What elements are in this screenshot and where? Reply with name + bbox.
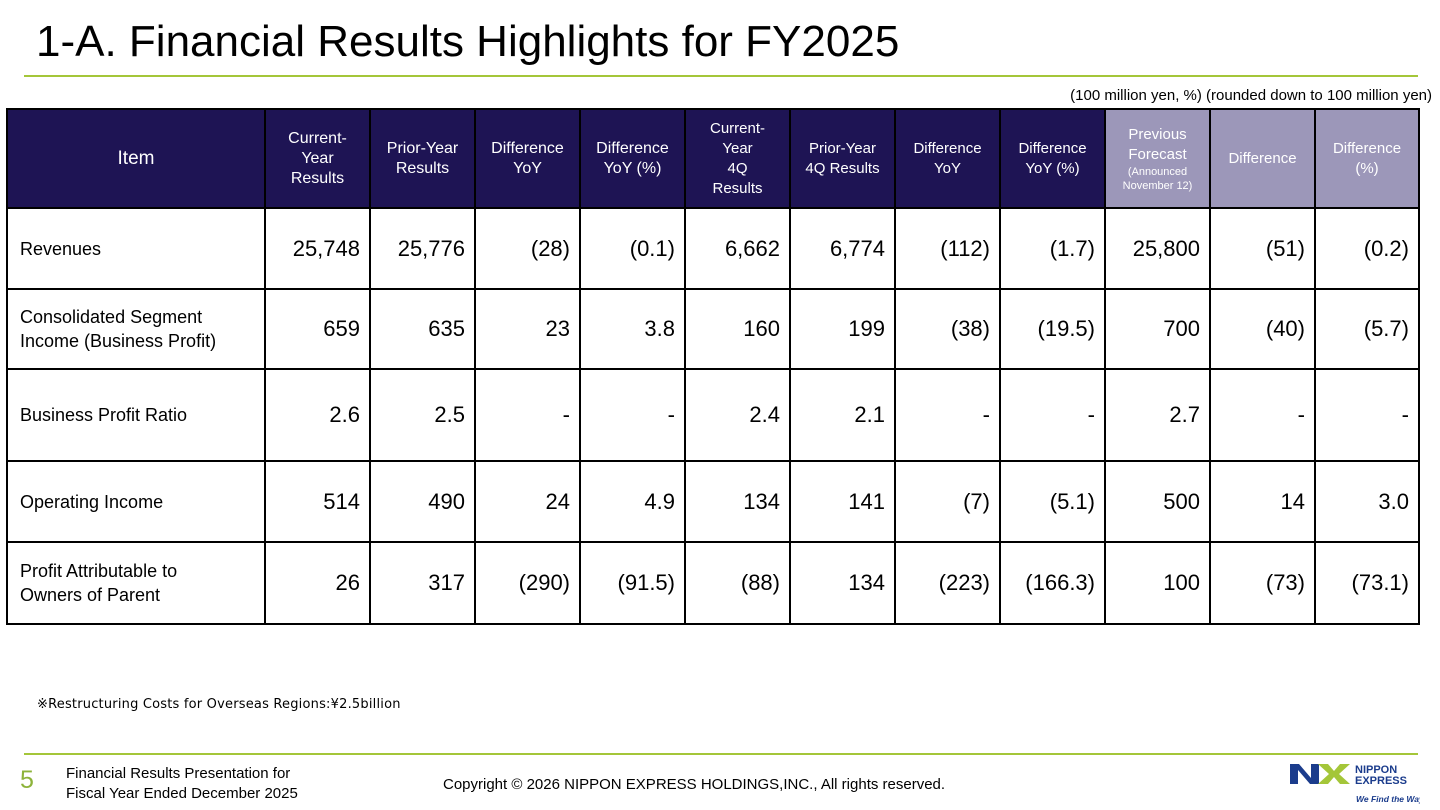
table-cell: (166.3)	[999, 541, 1106, 625]
table-cell: (0.1)	[579, 207, 686, 290]
nippon-express-logo: NIPPON EXPRESS We Find the Way	[1290, 764, 1420, 804]
table-cell: 514	[264, 460, 371, 543]
table-cell: 25,800	[1104, 207, 1211, 290]
table-cell: 26	[264, 541, 371, 625]
table-cell: 24	[474, 460, 581, 543]
table-cell: (73)	[1209, 541, 1316, 625]
table-cell: 6,774	[789, 207, 896, 290]
table-cell: -	[1209, 368, 1316, 462]
table-row: Profit Attributable to Owners of Parent 26…	[6, 541, 1420, 625]
table-cell: 134	[684, 460, 791, 543]
table-cell: (73.1)	[1314, 541, 1420, 625]
table-cell: -	[999, 368, 1106, 462]
table-cell: 317	[369, 541, 476, 625]
header-item: Item	[6, 108, 266, 209]
footer-divider	[24, 753, 1418, 755]
table-cell: 635	[369, 288, 476, 370]
table-cell: 134	[789, 541, 896, 625]
table-cell: 500	[1104, 460, 1211, 543]
table-cell: 3.8	[579, 288, 686, 370]
table-cell: (5.7)	[1314, 288, 1420, 370]
table-cell: (38)	[894, 288, 1001, 370]
table-cell: 4.9	[579, 460, 686, 543]
header-4q-difference-yoy: Difference YoY	[894, 108, 1001, 209]
row-label: Operating Income	[6, 460, 266, 543]
table-cell: (112)	[894, 207, 1001, 290]
presentation-title: Financial Results Presentation for Fiscal…	[66, 765, 298, 802]
table-cell: 2.5	[369, 368, 476, 462]
table-cell: 14	[1209, 460, 1316, 543]
table-cell: -	[474, 368, 581, 462]
table-cell: 6,662	[684, 207, 791, 290]
table-cell: 25,776	[369, 207, 476, 290]
table-cell: (7)	[894, 460, 1001, 543]
table-cell: (1.7)	[999, 207, 1106, 290]
svg-text:We Find the Way: We Find the Way	[1356, 794, 1420, 804]
footnote: ※Restructuring Costs for Overseas Region…	[37, 697, 401, 712]
row-label: Business Profit Ratio	[6, 368, 266, 462]
header-difference-yoy-pct: Difference YoY (%)	[579, 108, 686, 209]
table-cell: (290)	[474, 541, 581, 625]
table-cell: 199	[789, 288, 896, 370]
table-cell: 25,748	[264, 207, 371, 290]
table-row: Revenues 25,748 25,776 (28) (0.1) 6,662 6,774(…	[6, 207, 1420, 290]
table-cell: (51)	[1209, 207, 1316, 290]
table-cell: 2.6	[264, 368, 371, 462]
table-cell: 2.7	[1104, 368, 1211, 462]
row-label: Revenues	[6, 207, 266, 290]
financial-highlights-table: Item Current- Year Results Prior-Year Resul…	[6, 108, 1420, 625]
table-cell: 3.0	[1314, 460, 1420, 543]
table-cell: (91.5)	[579, 541, 686, 625]
header-difference-yoy: Difference YoY	[474, 108, 581, 209]
header-previous-forecast: Previous Forecast (Announced November 12)	[1104, 108, 1211, 209]
page-title: 1-A. Financial Results Highlights for FY…	[36, 17, 900, 66]
header-prior-year-results: Prior-Year Results	[369, 108, 476, 209]
nx-mark-icon	[1290, 764, 1350, 784]
table-cell: (223)	[894, 541, 1001, 625]
header-forecast-difference: Difference	[1209, 108, 1316, 209]
table-cell: (88)	[684, 541, 791, 625]
table-cell: (19.5)	[999, 288, 1106, 370]
table-row: Consolidated Segment Income (Business Pro…	[6, 288, 1420, 370]
table-cell: (40)	[1209, 288, 1316, 370]
svg-text:EXPRESS: EXPRESS	[1355, 775, 1407, 787]
table-cell: 23	[474, 288, 581, 370]
table-cell: -	[894, 368, 1001, 462]
header-prior-year-4q-results: Prior-Year 4Q Results	[789, 108, 896, 209]
table-cell: 2.4	[684, 368, 791, 462]
header-current-year-4q-results: Current- Year 4Q Results	[684, 108, 791, 209]
page-number: 5	[20, 766, 34, 794]
table-cell: -	[1314, 368, 1420, 462]
table-header-row: Item Current- Year Results Prior-Year Resul…	[6, 108, 1420, 209]
table-cell: 141	[789, 460, 896, 543]
row-label: Profit Attributable to Owners of Parent	[6, 541, 266, 625]
table-cell: 659	[264, 288, 371, 370]
table-cell: 100	[1104, 541, 1211, 625]
table-cell: 160	[684, 288, 791, 370]
table-cell: 490	[369, 460, 476, 543]
row-label: Consolidated Segment Income (Business Pro…	[6, 288, 266, 370]
table-cell: (0.2)	[1314, 207, 1420, 290]
table-cell: -	[579, 368, 686, 462]
units-note: (100 million yen, %) (rounded down to 10…	[1070, 87, 1432, 104]
copyright-notice: Copyright © 2026 NIPPON EXPRESS HOLDINGS…	[443, 776, 946, 793]
table-row: Operating Income 514 490 24 4.9 134 141 (7) (5.1…	[6, 460, 1420, 543]
table-cell: (28)	[474, 207, 581, 290]
title-divider	[24, 75, 1418, 77]
table-cell: 700	[1104, 288, 1211, 370]
table-cell: 2.1	[789, 368, 896, 462]
header-4q-difference-yoy-pct: Difference YoY (%)	[999, 108, 1106, 209]
table-row: Business Profit Ratio 2.6 2.5- -2.4 2.1- -2.7…	[6, 368, 1420, 462]
header-current-year-results: Current- Year Results	[264, 108, 371, 209]
header-forecast-difference-pct: Difference (%)	[1314, 108, 1420, 209]
table-cell: (5.1)	[999, 460, 1106, 543]
svg-text:NIPPON: NIPPON	[1355, 764, 1397, 776]
